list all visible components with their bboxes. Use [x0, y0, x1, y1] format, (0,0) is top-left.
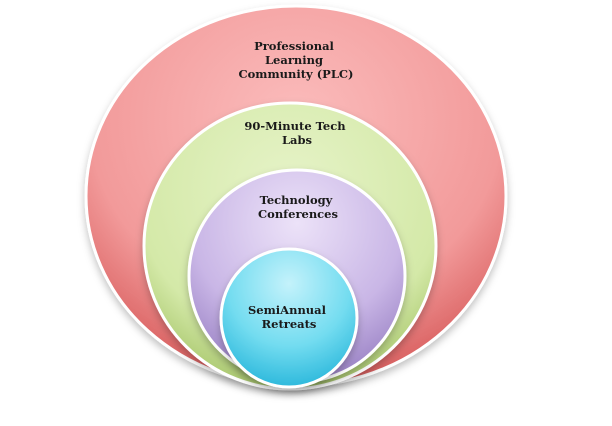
plc-label-line-1: Professional [254, 39, 334, 53]
plc-label-line-3: Community (PLC) [238, 67, 353, 81]
plc-label: Professional Learning Community (PLC) [238, 39, 353, 81]
conferences-label-line-1: Technology [260, 193, 333, 207]
tech-labs-label-line-2: Labs [282, 133, 312, 147]
conferences-label: Technology Conferences [258, 193, 338, 221]
retreats-label-line-2: Retreats [262, 317, 317, 331]
retreats-circle: SemiAnnual Retreats [219, 247, 359, 389]
plc-label-line-2: Learning [265, 53, 323, 67]
tech-labs-label: 90-Minute Tech Labs [244, 119, 349, 147]
retreats-label: SemiAnnual Retreats [248, 303, 330, 331]
tech-labs-label-line-1: 90-Minute Tech [244, 119, 346, 133]
retreats-label-line-1: SemiAnnual [248, 303, 327, 317]
conferences-label-line-2: Conferences [258, 207, 338, 221]
